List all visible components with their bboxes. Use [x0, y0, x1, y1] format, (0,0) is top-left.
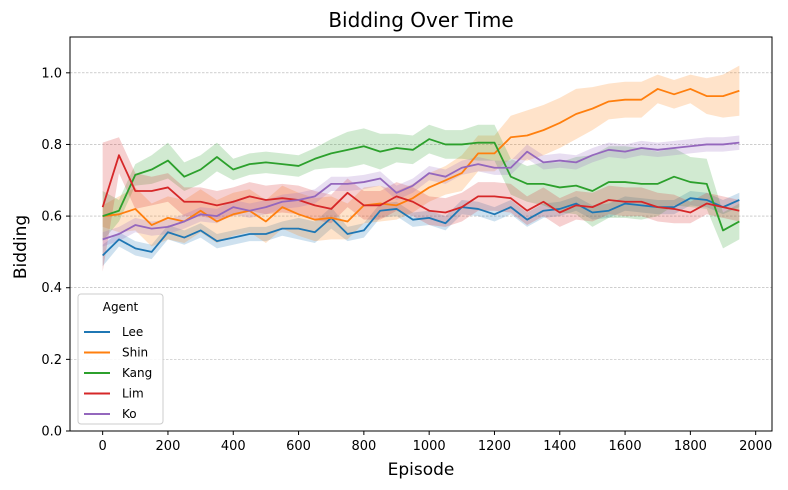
x-tick-label: 1400	[543, 439, 576, 454]
x-tick-label: 200	[156, 439, 181, 454]
band-lee	[102, 191, 740, 267]
y-tick-label: 1.0	[41, 66, 62, 81]
legend-label-lee: Lee	[122, 325, 143, 339]
series-line-ko	[102, 141, 740, 241]
x-tick-label: 2000	[739, 439, 772, 454]
legend-label-shin: Shin	[122, 346, 148, 360]
y-tick-label: 0.8	[41, 138, 62, 153]
x-tick-label: 800	[351, 439, 376, 454]
series-lines	[101, 88, 740, 257]
band-lim	[102, 137, 740, 272]
x-axis-ticks: 0 200 400 600 800 1000 1200 1400 1600 1800 2000	[99, 431, 772, 454]
x-tick-label: 1600	[609, 439, 642, 454]
confidence-bands	[102, 65, 740, 272]
y-tick-label: 0.4	[41, 281, 62, 296]
y-tick-label: 0.6	[41, 210, 62, 225]
series-line-lim	[101, 154, 740, 214]
legend-title: Agent	[103, 300, 139, 314]
legend-label-ko: Ko	[122, 407, 137, 421]
y-tick-label: 0.0	[41, 425, 62, 440]
x-tick-label: 600	[286, 439, 311, 454]
x-tick-label: 400	[221, 439, 246, 454]
gridlines	[70, 72, 772, 360]
band-shin	[102, 65, 740, 247]
x-tick-label: 0	[99, 439, 107, 454]
series-line-kang	[102, 138, 740, 232]
x-tick-label: 1000	[413, 439, 446, 454]
y-axis-ticks: 0.0 0.2 0.4 0.6 0.8 1.0	[41, 66, 70, 440]
chart-title: Bidding Over Time	[328, 8, 513, 32]
series-line-lee	[102, 197, 740, 257]
x-tick-label: 1200	[478, 439, 511, 454]
x-axis-title: Episode	[388, 460, 455, 480]
band-ko	[102, 135, 740, 247]
legend-label-kang: Kang	[122, 366, 152, 380]
legend-label-lim: Lim	[122, 387, 144, 401]
plot-area-frame	[69, 36, 773, 432]
y-axis-title: Bidding	[11, 215, 31, 279]
x-tick-label: 1800	[674, 439, 707, 454]
y-tick-label: 0.2	[41, 353, 62, 368]
legend: Agent Lee Shin Kang Lim Ko	[77, 293, 164, 425]
band-kang	[102, 124, 740, 249]
legend-box	[77, 293, 164, 425]
